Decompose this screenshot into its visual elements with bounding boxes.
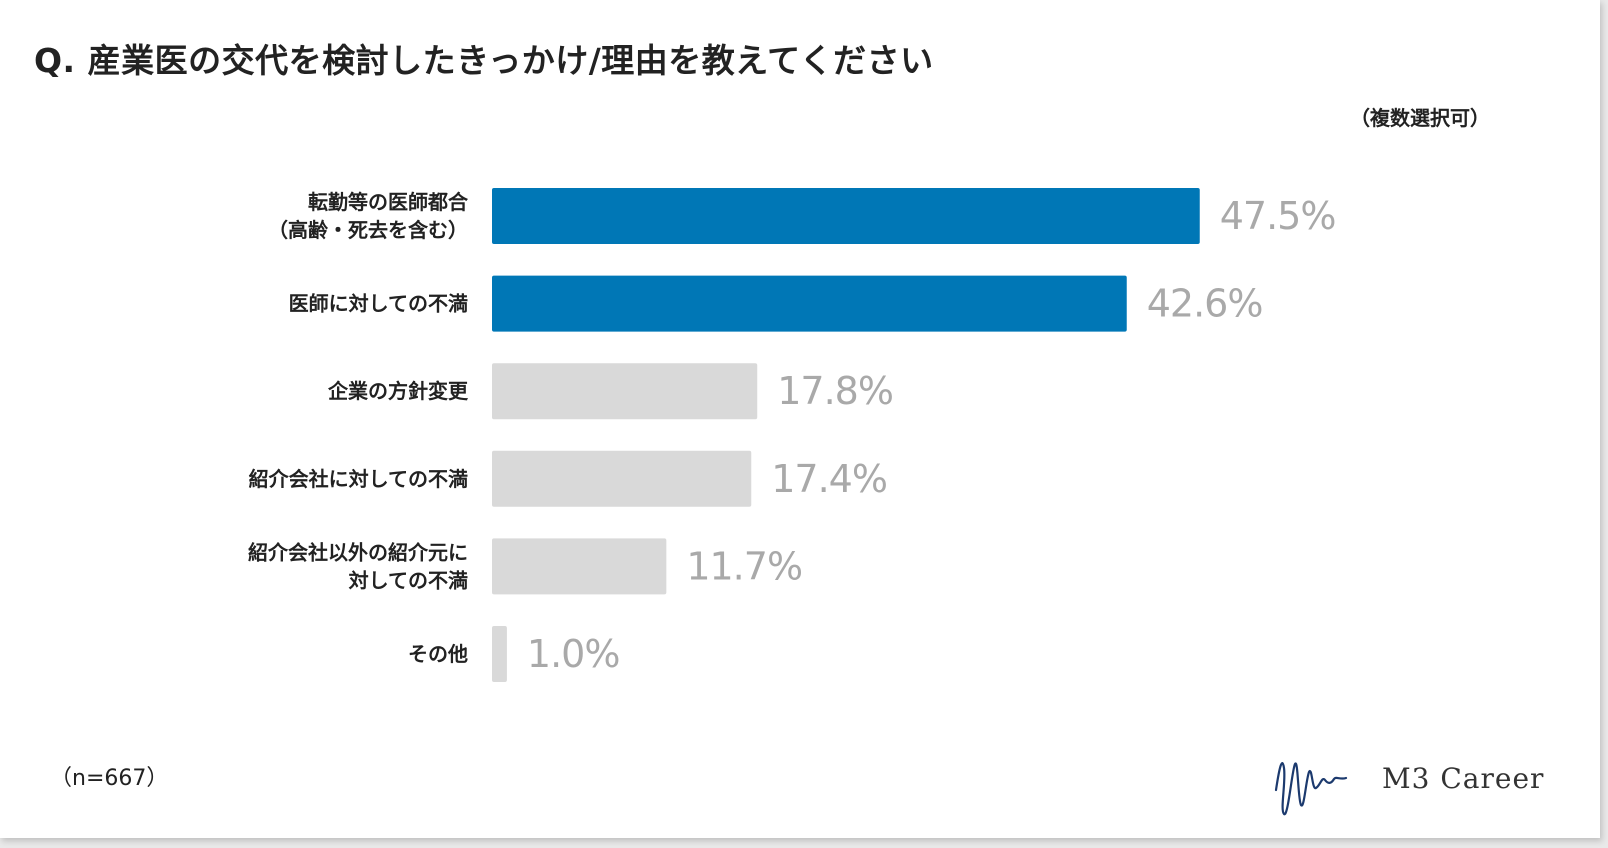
value-label-5: 1.0% [527, 632, 620, 676]
value-label-0: 47.5% [1220, 194, 1336, 238]
category-label-0-1: （高齢・死去を含む） [268, 218, 468, 242]
bar-0 [492, 188, 1200, 244]
bar-3 [492, 450, 752, 507]
bar-4 [492, 538, 667, 595]
bar-1 [492, 275, 1127, 332]
bar-chart: 47.5% 転勤等の医師都合 （高齢・死去を含む） 42.6% 医師に対しての不満 17.… [248, 188, 1336, 682]
category-label-5-0: その他 [408, 642, 468, 666]
bar-2 [492, 363, 758, 420]
brand-name: M3 Career [1382, 762, 1545, 795]
bar-5 [492, 626, 507, 682]
multiple-choice-note: （複数選択可） [1350, 106, 1490, 130]
category-label-1-0: 医師に対しての不満 [289, 292, 468, 316]
value-label-2: 17.8% [777, 369, 893, 413]
value-label-4: 11.7% [686, 544, 802, 588]
category-label-2-0: 企業の方針変更 [327, 379, 469, 403]
category-label-4-0: 紹介会社以外の紹介元に [248, 540, 468, 564]
category-label-0-0: 転勤等の医師都合 [308, 190, 469, 214]
sample-size-label: （n=667） [50, 766, 169, 791]
category-label-3-0: 紹介会社に対しての不満 [249, 467, 468, 491]
m3-career-logo-icon [1274, 762, 1348, 816]
chart-title: Q. 産業医の交代を検討したきっかけ/理由を教えてください [34, 41, 934, 80]
value-label-1: 42.6% [1147, 282, 1263, 326]
category-label-4-1: 対しての不満 [348, 568, 468, 592]
value-label-3: 17.4% [771, 457, 887, 501]
